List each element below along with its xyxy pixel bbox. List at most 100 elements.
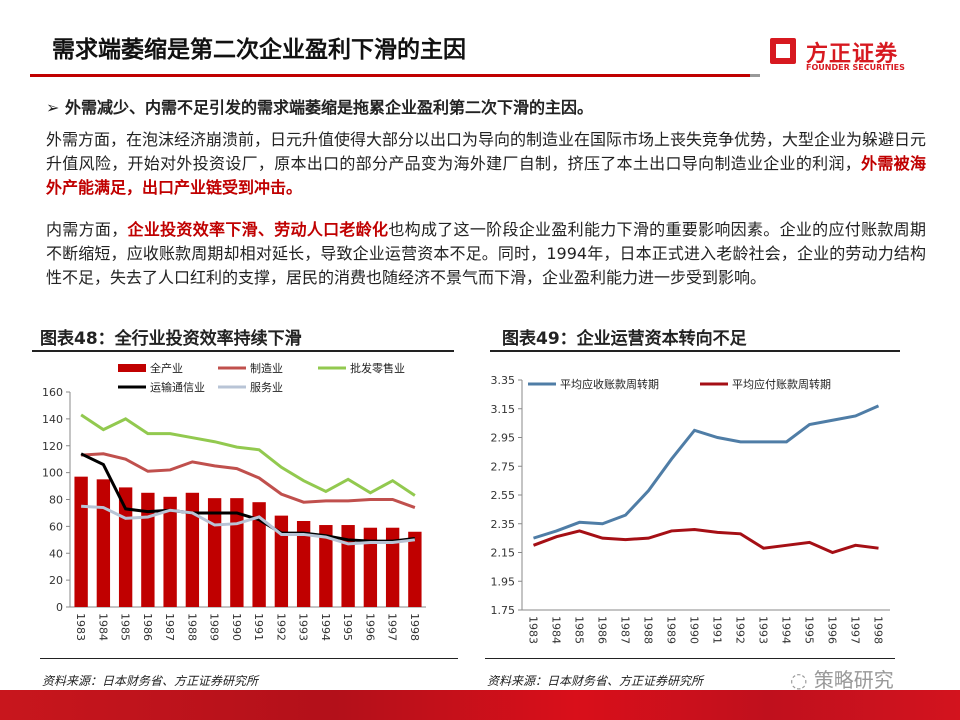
x-tick-label: 1986 (596, 616, 609, 644)
x-tick-label: 1989 (208, 613, 221, 641)
x-tick-label: 1995 (803, 616, 816, 644)
paragraph-domestic-demand: 内需方面，企业投资效率下滑、劳动人口老龄化也构成了这一阶段企业盈利能力下滑的重要… (46, 218, 926, 290)
source-right: 资料来源：日本财务省、方正证券研究所 (487, 674, 704, 688)
watermark-text: 策略研究 (813, 668, 894, 692)
y-tick-label: 160 (42, 386, 63, 399)
x-tick-label: 1993 (757, 616, 770, 644)
chart48: 0 20 40 60 80 100 120 140 160 1983 1984 1985 1986 198… (42, 361, 426, 641)
line-平均应付账款周转期 (532, 527, 879, 555)
logo-text-cn: 方正证券 (806, 42, 899, 67)
legend-label: 平均应付账款周转期 (732, 377, 831, 391)
x-tick-label: 1984 (96, 613, 109, 641)
bar-全产业 (141, 492, 155, 607)
bar-全产业 (408, 531, 422, 607)
bar-全产业 (274, 515, 289, 607)
x-tick-label: 1989 (665, 616, 678, 644)
y-tick-label: 120 (42, 440, 63, 453)
x-tick-label: 1983 (74, 613, 87, 641)
x-tick-label: 1986 (141, 613, 154, 641)
x-tick-label: 1987 (619, 616, 632, 644)
y-tick-label: 3.15 (491, 403, 516, 416)
x-tick-label: 1998 (408, 613, 421, 641)
bar-全产业 (341, 525, 355, 607)
y-tick-label: 2.15 (491, 547, 516, 560)
x-tick-label: 1990 (230, 613, 243, 641)
founder-logo: 方正证券 FOUNDER SECURITIES (770, 36, 940, 76)
para-text: 也构成了这一阶段企业盈利能力下滑的重要影响因素。企业的应付账款周期不断缩短，应收… (46, 220, 926, 287)
x-tick-label: 1991 (711, 616, 724, 644)
x-tick-label: 1996 (826, 616, 839, 644)
x-tick-label: 1996 (363, 613, 376, 641)
y-tick-label: 2.75 (491, 460, 516, 473)
y-tick-label: 40 (49, 547, 63, 560)
y-tick-label: 140 (42, 413, 63, 426)
legend-label: 制造业 (250, 361, 283, 375)
x-tick-label: 1993 (297, 613, 310, 641)
legend-label: 服务业 (250, 381, 283, 394)
line-批发零售业 (80, 413, 416, 497)
bar-全产业 (296, 521, 311, 607)
y-tick-label: 2.95 (491, 432, 516, 445)
source-divider-right (485, 658, 895, 659)
x-tick-label: 1995 (341, 613, 354, 641)
source-left: 资料来源：日本财务省、方正证券研究所 (42, 674, 259, 688)
para-highlight: 企业投资效率下滑、劳动人口老龄化 (127, 220, 389, 239)
bullet-arrow-icon: ➢ (46, 98, 60, 117)
legend-label: 运输通信业 (150, 380, 205, 394)
charts-svg: 0 20 40 60 80 100 120 140 160 1983 1984 1985 1986 198… (42, 361, 890, 644)
y-tick-label: 2.35 (491, 518, 516, 531)
chart48-title: 图表48：全行业投资效率持续下滑 (40, 329, 302, 349)
legend-label: 平均应收账款周转期 (560, 377, 659, 391)
bar-全产业 (319, 525, 333, 607)
line-制造业 (81, 452, 416, 509)
x-tick-label: 1994 (780, 616, 793, 644)
logo-mark-icon (770, 38, 796, 64)
key-point: ➢ 外需减少、内需不足引发的需求端萎缩是拖累企业盈利第二次下滑的主因。 (46, 94, 593, 118)
y-tick-label: 60 (49, 520, 63, 533)
y-tick-label: 1.75 (491, 604, 516, 617)
line-运输通信业 (80, 452, 416, 543)
para-text: 外需方面，在泡沫经济崩溃前，日元升值使得大部分以出口为导向的制造业在国际市场上丧… (46, 130, 927, 173)
legend-label: 批发零售业 (350, 361, 405, 375)
y-tick-label: 3.35 (491, 374, 516, 387)
x-tick-label: 1987 (163, 613, 176, 641)
chart49-title-rule (490, 350, 900, 352)
line-平均应收账款周转期 (533, 404, 880, 540)
bar-全产业 (118, 487, 133, 607)
x-tick-label: 1994 (319, 613, 332, 641)
x-tick-label: 1985 (119, 613, 132, 641)
x-tick-label: 1998 (872, 616, 885, 644)
bar-全产业 (74, 476, 88, 607)
paragraph-external-demand: 外需方面，在泡沫经济崩溃前，日元升值使得大部分以出口为导向的制造业在国际市场上丧… (46, 128, 926, 200)
y-tick-label: 0 (56, 601, 63, 614)
y-tick-label: 1.95 (491, 575, 516, 588)
bar-全产业 (252, 502, 266, 607)
chart49-title: 图表49：企业运营资本转向不足 (502, 329, 747, 349)
chart48-title-rule (32, 350, 454, 352)
y-tick-label: 80 (49, 494, 63, 507)
logo-text-en: FOUNDER SECURITIES (806, 63, 905, 72)
watermark: ◌ 策略研究 (790, 664, 894, 693)
title-divider-end (750, 74, 760, 77)
title-divider (30, 74, 750, 77)
chart49: 1.75 1.95 2.15 2.35 2.55 2.75 2.95 3.15 3.35 1983… (491, 374, 890, 644)
x-tick-label: 1992 (734, 616, 747, 644)
legend-swatch (118, 364, 146, 372)
bar-全产业 (185, 492, 200, 607)
x-tick-label: 1988 (642, 616, 655, 644)
bar-全产业 (163, 496, 177, 607)
footer-band (0, 690, 960, 720)
bar-全产业 (363, 527, 378, 607)
x-tick-label: 1984 (550, 616, 563, 644)
y-tick-label: 2.55 (491, 489, 516, 502)
key-point-text: 外需减少、内需不足引发的需求端萎缩是拖累企业盈利第二次下滑的主因。 (64, 98, 593, 117)
legend-label: 全产业 (150, 361, 183, 375)
x-tick-label: 1985 (573, 616, 586, 644)
line-服务业 (81, 504, 416, 546)
y-tick-label: 20 (49, 574, 63, 587)
x-tick-label: 1997 (386, 613, 399, 641)
x-tick-label: 1990 (688, 616, 701, 644)
x-tick-label: 1991 (252, 613, 265, 641)
x-tick-label: 1983 (527, 616, 540, 644)
x-tick-label: 1992 (274, 613, 287, 641)
